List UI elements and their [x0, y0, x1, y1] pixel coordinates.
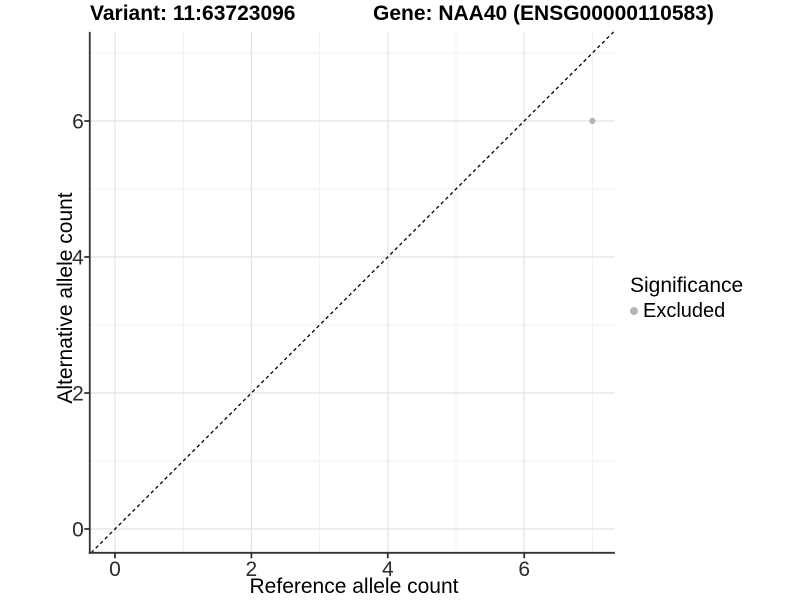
legend-item-label: Excluded [643, 300, 726, 322]
x-tick-label: 2 [246, 558, 258, 581]
x-tick-label: 6 [518, 558, 530, 581]
x-axis-title: Reference allele count [249, 575, 459, 598]
y-tick-label: 4 [72, 247, 84, 270]
y-axis-title: Alternative allele count [54, 192, 77, 404]
identity-reference-line [90, 31, 615, 554]
x-tick-label: 4 [382, 558, 394, 581]
x-tick-label: 0 [109, 558, 121, 581]
legend-title: Significance [630, 274, 744, 297]
y-tick-label: 0 [72, 519, 84, 542]
gene-title: Gene: NAA40 (ENSG00000110583) [373, 2, 714, 25]
legend: Significance Excluded [630, 275, 743, 322]
y-tick-label: 6 [72, 111, 84, 134]
data-point [589, 117, 596, 125]
y-tick-label: 2 [72, 383, 84, 406]
variant-title: Variant: 11:63723096 [90, 2, 296, 25]
legend-item-excluded: Excluded [630, 300, 743, 322]
legend-point-icon [630, 307, 638, 315]
